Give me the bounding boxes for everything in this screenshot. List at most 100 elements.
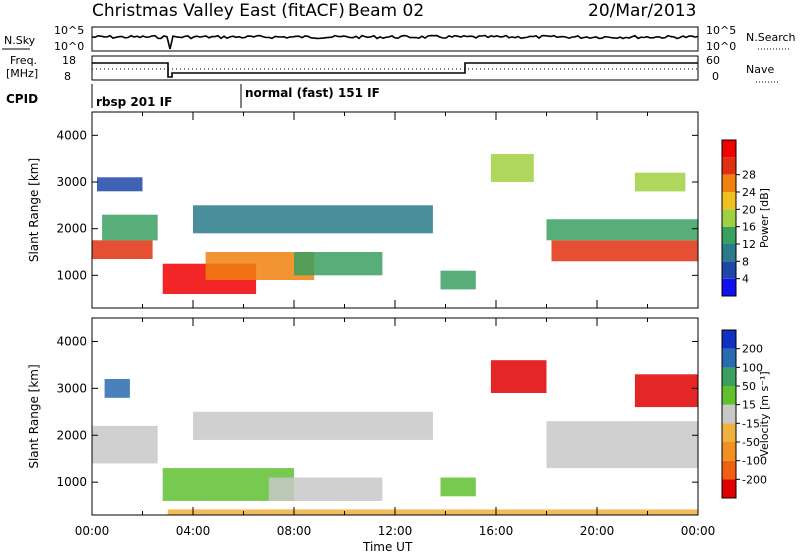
freq-label: Freq.: [10, 54, 37, 67]
freq-tick-low: 8: [64, 70, 71, 83]
velocity-region-1: [92, 425, 158, 464]
power-region-7: [193, 205, 433, 234]
power-colorbar-label: 8: [742, 255, 749, 268]
velocity-colorbar-label: 100: [742, 361, 763, 374]
velocity-colorbar-label: -200: [742, 473, 767, 486]
velocity-region-10: [167, 509, 699, 515]
velocity-colorbar-label: -50: [742, 436, 760, 449]
power-y-axis-label: Slant Range [km]: [27, 158, 41, 262]
nave-tick-high: 60: [706, 54, 720, 67]
nsearch-tick-low: 10^0: [706, 40, 736, 53]
velocity-colorbar-swatch: [722, 460, 736, 480]
cpid-entry-2: normal (fast) 151 IF: [245, 86, 380, 100]
velocity-colorbar-label: -100: [742, 455, 767, 468]
velocity-colorbar-swatch: [722, 423, 736, 442]
velocity-colorbar-swatch: [722, 330, 736, 349]
station-title: Christmas Valley East (fitACF): [92, 1, 345, 21]
velocity-region-6: [490, 360, 547, 393]
velocity-ytick-label: 4000: [56, 334, 87, 348]
power-colorbar-label: 28: [742, 169, 756, 182]
power-colorbar-swatch: [722, 140, 736, 158]
x-tick-label: 04:00: [176, 524, 211, 538]
cpid-entry-1: rbsp 201 IF: [96, 95, 172, 109]
power-colorbar-label: 24: [742, 186, 756, 199]
nsearch-label: N.Search: [746, 31, 796, 44]
power-colorbar-swatch: [722, 174, 736, 192]
power-region-6: [440, 270, 476, 290]
x-tick-label: 00:00: [75, 524, 110, 538]
nave-tick-low: 0: [712, 70, 719, 83]
power-region-9: [490, 154, 534, 182]
power-colorbar-swatch: [722, 157, 736, 175]
velocity-ytick-label: 2000: [56, 428, 87, 442]
power-colorbar-swatch: [722, 192, 736, 210]
beam-label: Beam 02: [348, 1, 424, 21]
power-colorbar-label: 16: [742, 221, 756, 234]
power-region-12: [634, 172, 686, 192]
power-region-5: [294, 252, 383, 276]
power-colorbar-frame: [721, 139, 737, 297]
velocity-colorbar-swatch: [722, 386, 736, 405]
velocity-ytick-label: 1000: [56, 475, 87, 489]
power-region-2: [102, 214, 158, 241]
x-tick-label: 16:00: [479, 524, 514, 538]
x-tick-label: 20:00: [580, 524, 615, 538]
velocity-colorbar-label: 50: [742, 380, 756, 393]
velocity-colorbar-label: -15: [742, 417, 760, 430]
power-panel: 1000 2000 3000 4000 Slant Range [km] 4 8 12 16 20…: [27, 111, 771, 309]
velocity-colorbar-label: 200: [742, 343, 763, 356]
power-colorbar-label: 20: [742, 203, 756, 216]
velocity-colorbar-label: 15: [742, 399, 756, 412]
power-region-1: [92, 240, 153, 259]
velocity-colorbar-swatch: [722, 404, 736, 424]
velocity-region-8: [546, 421, 698, 469]
freq-unit-label: [MHz]: [6, 67, 38, 80]
power-ytick-label: 3000: [56, 175, 87, 189]
x-tick-label: 12:00: [378, 524, 413, 538]
time-axis: 00:00 04:00 08:00 12:00 16:00 20:00 00:00: [75, 524, 716, 538]
cpid-label: CPID: [6, 92, 38, 106]
velocity-ytick-label: 3000: [56, 381, 87, 395]
power-region-8: [97, 177, 143, 192]
power-colorbar-swatch: [722, 226, 736, 244]
power-ytick-label: 4000: [56, 128, 87, 142]
power-colorbar-swatch: [722, 244, 736, 262]
x-axis-label: Time UT: [362, 540, 413, 554]
power-colorbar-swatch: [722, 261, 736, 279]
nsky-tick-high: 10^5: [54, 24, 84, 37]
velocity-colorbar-swatch: [722, 348, 736, 368]
power-region-10: [551, 240, 698, 262]
x-tick-label: 08:00: [277, 524, 312, 538]
freq-panel-frame: [91, 55, 699, 81]
velocity-y-axis-label: Slant Range [km]: [27, 364, 41, 468]
date-label: 20/Mar/2013: [588, 1, 696, 21]
freq-tick-high: 18: [62, 54, 76, 67]
power-colorbar-label: 4: [742, 273, 749, 286]
velocity-colorbar-frame: [721, 329, 737, 499]
velocity-colorbar-swatch: [722, 442, 736, 461]
power-colorbar-title: Power [dB]: [758, 188, 771, 248]
nsky-tick-low: 10^0: [54, 40, 84, 53]
nsearch-tick-high: 10^5: [706, 24, 736, 37]
freq-trace: [92, 62, 698, 78]
velocity-region-9: [104, 379, 130, 398]
nsky-label: N.Sky: [4, 34, 36, 47]
velocity-colorbar-swatch: [722, 479, 736, 498]
nsky-panel-frame: [91, 26, 699, 52]
velocity-region-7: [634, 374, 698, 408]
power-ytick-label: 2000: [56, 222, 87, 236]
velocity-panel: 1000 2000 3000 4000 Slant Range [km] 200 100 50…: [27, 317, 771, 516]
velocity-colorbar-swatch: [722, 367, 736, 386]
power-colorbar-swatch: [722, 209, 736, 227]
power-region-11: [546, 219, 698, 241]
power-colorbar-label: 12: [742, 238, 756, 251]
nave-label: Nave: [746, 63, 774, 76]
nsky-trace: [91, 34, 699, 50]
velocity-region-3: [268, 477, 383, 501]
power-ytick-label: 1000: [56, 268, 87, 282]
power-colorbar-swatch: [722, 278, 736, 296]
velocity-colorbar-title: Velocity [m s⁻¹]: [758, 371, 771, 456]
velocity-region-4: [440, 477, 476, 497]
velocity-region-5: [193, 411, 433, 440]
